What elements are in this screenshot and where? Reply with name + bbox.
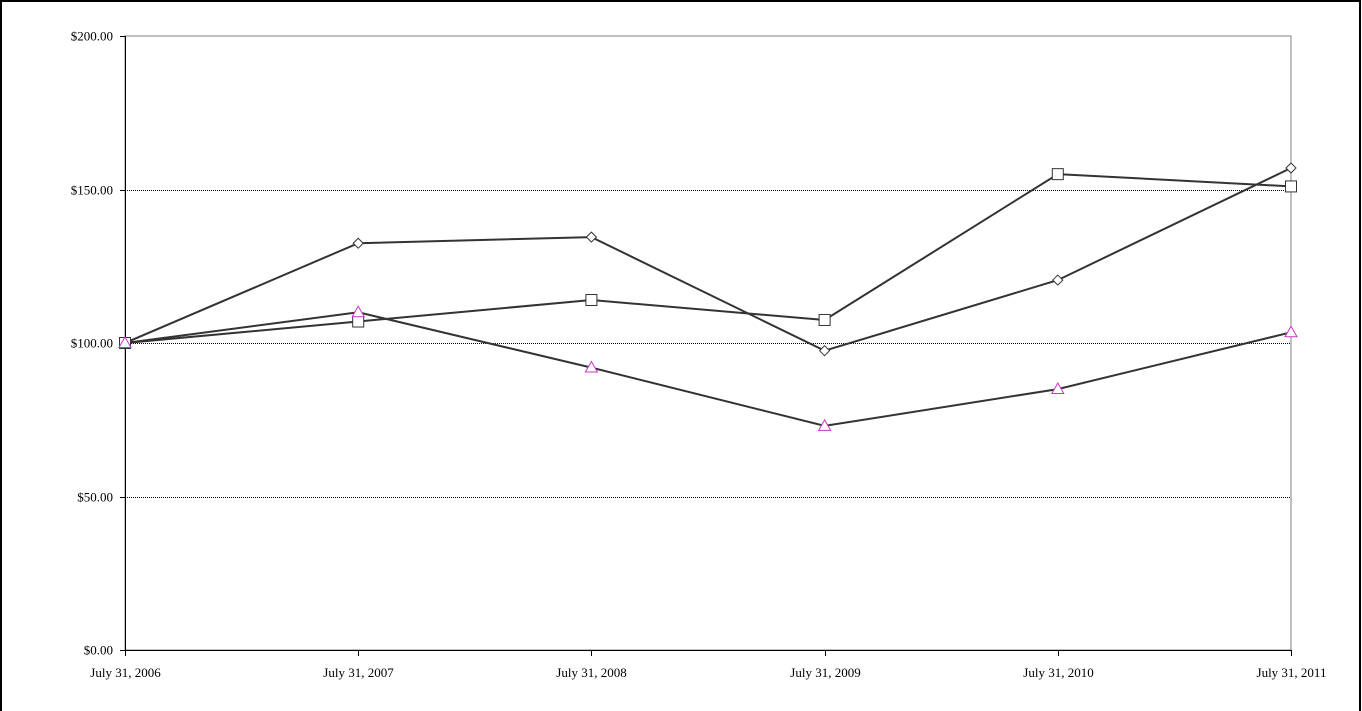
series-line-triangle: [124, 311, 1292, 427]
diamond-marker: [352, 237, 364, 249]
data-markers: [118, 162, 1298, 431]
x-axis-tick-labels: July 31, 2006 July 31, 2007 July 31, 2008 J…: [90, 665, 1326, 680]
x-tick-label: July 31, 2007: [323, 665, 394, 680]
triangle-marker: [817, 418, 832, 431]
y-axis-tick-labels: $0.00 $50.00 $100.00 $150.00 $200.00: [71, 29, 113, 658]
square-marker: [818, 313, 831, 326]
square-marker: [585, 294, 598, 307]
x-tick-label: July 31, 2006: [90, 665, 161, 680]
grid-lines: [125, 190, 1291, 498]
triangle-marker: [584, 360, 599, 373]
x-tick-label: July 31, 2009: [790, 665, 860, 680]
axes: [120, 35, 1292, 656]
y-tick-label: $0.00: [84, 643, 113, 658]
series-line-square: [124, 173, 1292, 344]
y-tick-label: $200.00: [71, 29, 113, 44]
y-tick-label: $100.00: [71, 336, 113, 351]
diamond-marker: [585, 231, 598, 243]
y-tick-label: $150.00: [71, 183, 113, 198]
triangle-marker: [1284, 325, 1298, 338]
x-tick-label: July 31, 2010: [1023, 665, 1093, 680]
x-tick-label: July 31, 2008: [556, 665, 626, 680]
square-marker: [1051, 168, 1064, 181]
triangle-marker: [351, 305, 366, 318]
diamond-marker: [1285, 162, 1297, 174]
triangle-marker: [1050, 382, 1065, 395]
diamond-marker: [1052, 274, 1064, 286]
diamond-marker: [818, 344, 831, 357]
triangle-marker: [118, 335, 132, 348]
y-tick-label: $50.00: [77, 490, 113, 505]
x-tick-label: July 31, 2011: [1257, 665, 1327, 680]
square-marker: [1285, 180, 1297, 193]
series-line-diamond: [124, 167, 1292, 352]
series-lines: [124, 167, 1292, 427]
square-marker: [352, 315, 365, 328]
